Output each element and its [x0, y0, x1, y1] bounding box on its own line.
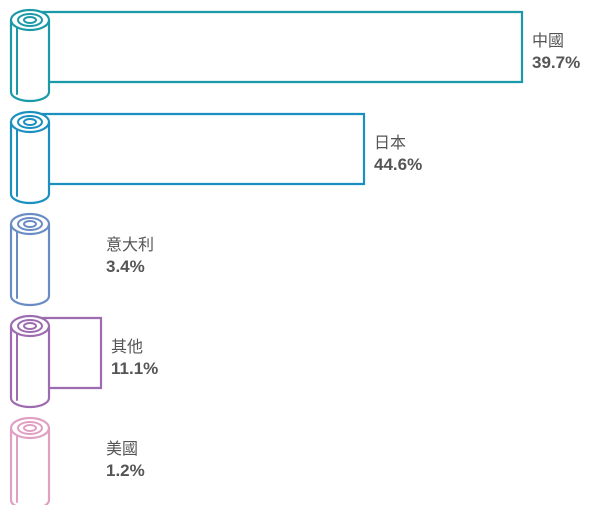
category-label-5: 美國	[106, 439, 138, 458]
roll-bar-2: 日本 44.6%	[9, 110, 422, 205]
value-label-4: 11.1%	[111, 359, 158, 378]
roll-ring-5	[17, 421, 43, 435]
sheet-bar-1	[30, 10, 524, 84]
roll-core-5	[23, 424, 37, 432]
value-label-1: 39.7%	[532, 53, 580, 72]
roll-top-3	[9, 212, 51, 236]
value-label-2: 44.6%	[374, 155, 422, 174]
roll-top-1	[9, 8, 51, 32]
roll-core-3	[23, 220, 37, 228]
roll-body-2	[9, 122, 51, 205]
roll-ring-3	[17, 217, 43, 231]
roll-body-1	[9, 20, 51, 103]
category-label-1: 中國	[532, 31, 564, 50]
sheet-bar-2	[30, 112, 366, 186]
value-label-3: 3.4%	[106, 257, 145, 276]
value-label-5: 1.2%	[106, 461, 145, 480]
roll-bar-4: 其他 11.1%	[9, 314, 158, 409]
roll-core-1	[23, 16, 37, 24]
roll-body-4	[9, 326, 51, 409]
roll-ring-4	[17, 319, 43, 333]
category-label-2: 日本	[374, 133, 406, 152]
roll-ring-1	[17, 13, 43, 27]
category-label-4: 其他	[111, 337, 143, 356]
roll-core-4	[23, 322, 37, 330]
category-label-3: 意大利	[106, 235, 154, 254]
roll-bar-5: 美國 1.2%	[9, 416, 145, 505]
roll-body-5	[9, 428, 51, 505]
sheet-bar-4	[30, 316, 103, 390]
roll-core-2	[23, 118, 37, 126]
roll-top-5	[9, 416, 51, 440]
roll-top-4	[9, 314, 51, 338]
roll-top-2	[9, 110, 51, 134]
roll-ring-2	[17, 115, 43, 129]
roll-bar-3: 意大利 3.4%	[9, 212, 154, 307]
roll-body-3	[9, 224, 51, 307]
roll-bar-1: 中國 39.7%	[9, 8, 580, 103]
